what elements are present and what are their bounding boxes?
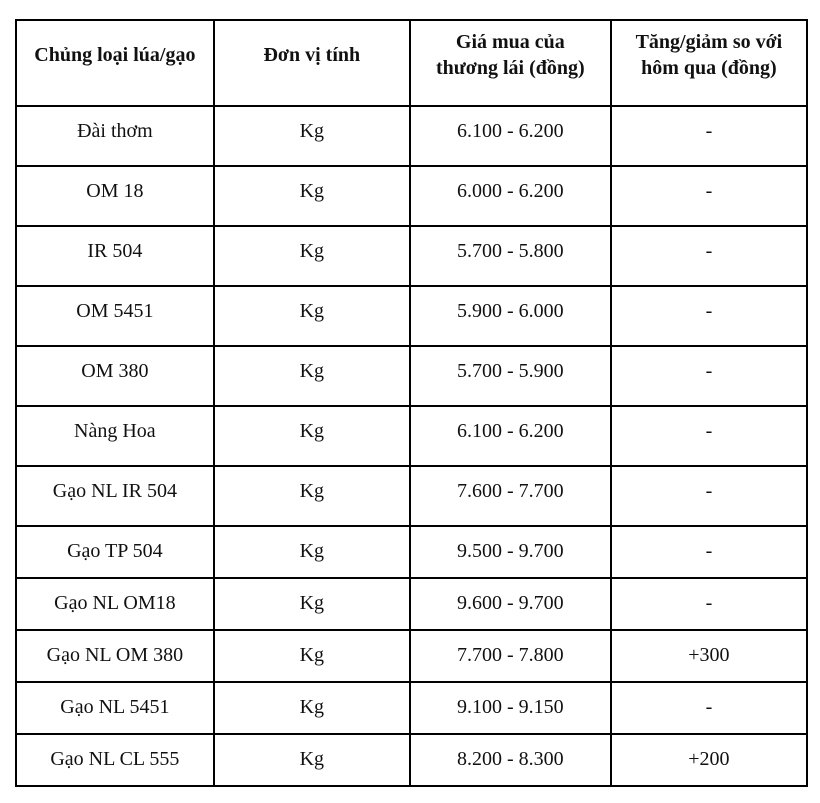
table-row: OM 5451 Kg 5.900 - 6.000 - [15, 285, 809, 347]
table-row: Nàng Hoa Kg 6.100 - 6.200 - [15, 405, 809, 467]
header-row: Chủng loại lúa/gạo Đơn vị tính Giá mua c… [15, 19, 809, 107]
cell-unit: Kg [212, 285, 411, 347]
table-row: OM 380 Kg 5.700 - 5.900 - [15, 345, 809, 407]
header-line: Chủng loại lúa/gạo [34, 44, 196, 66]
cell-type: Gạo NL IR 504 [15, 465, 215, 527]
header-line: Giá mua của [455, 31, 565, 53]
cell-price: 9.500 - 9.700 [408, 525, 612, 579]
table-row: Gạo NL CL 555 Kg 8.200 - 8.300 +200 [15, 733, 809, 787]
cell-type: Gạo NL OM18 [15, 577, 215, 631]
cell-unit: Kg [212, 465, 411, 527]
cell-type: Nàng Hoa [15, 405, 215, 467]
cell-type: Đài thơm [15, 105, 215, 167]
cell-type: OM 5451 [15, 285, 215, 347]
table-row: Gạo TP 504 Kg 9.500 - 9.700 - [15, 525, 809, 579]
header-line: Tăng/giảm so với [635, 31, 783, 53]
cell-unit: Kg [212, 681, 411, 735]
cell-unit: Kg [212, 225, 411, 287]
header-line: Đơn vị tính [263, 44, 361, 66]
cell-price: 9.100 - 9.150 [408, 681, 612, 735]
cell-type: IR 504 [15, 225, 215, 287]
table-row: Gạo NL OM18 Kg 9.600 - 9.700 - [15, 577, 809, 631]
cell-unit: Kg [212, 165, 411, 227]
cell-price: 7.600 - 7.700 [408, 465, 612, 527]
cell-price: 5.700 - 5.900 [408, 345, 612, 407]
cell-price: 7.700 - 7.800 [408, 629, 612, 683]
cell-change: - [609, 525, 809, 579]
cell-unit: Kg [212, 405, 411, 467]
col-header-type: Chủng loại lúa/gạo [15, 19, 215, 107]
cell-price: 6.100 - 6.200 [408, 405, 612, 467]
cell-change: - [609, 345, 809, 407]
cell-change: +300 [609, 629, 809, 683]
table-row: IR 504 Kg 5.700 - 5.800 - [15, 225, 809, 287]
cell-change: - [609, 225, 809, 287]
cell-type: Gạo NL 5451 [15, 681, 215, 735]
cell-price: 5.700 - 5.800 [408, 225, 612, 287]
table-row: Gạo NL IR 504 Kg 7.600 - 7.700 - [15, 465, 809, 527]
cell-price: 5.900 - 6.000 [408, 285, 612, 347]
cell-type: Gạo TP 504 [15, 525, 215, 579]
col-header-change: Tăng/giảm so với hôm qua (đồng) [609, 19, 809, 107]
cell-unit: Kg [212, 577, 411, 631]
table-row: OM 18 Kg 6.000 - 6.200 - [15, 165, 809, 227]
cell-change: +200 [609, 733, 809, 787]
cell-price: 8.200 - 8.300 [408, 733, 612, 787]
cell-change: - [609, 285, 809, 347]
cell-change: - [609, 577, 809, 631]
cell-type: Gạo NL CL 555 [15, 733, 215, 787]
cell-price: 9.600 - 9.700 [408, 577, 612, 631]
table-row: Gạo NL OM 380 Kg 7.700 - 7.800 +300 [15, 629, 809, 683]
cell-change: - [609, 105, 809, 167]
cell-change: - [609, 165, 809, 227]
cell-type: OM 380 [15, 345, 215, 407]
cell-change: - [609, 405, 809, 467]
rice-price-table: Chủng loại lúa/gạo Đơn vị tính Giá mua c… [15, 19, 809, 787]
cell-unit: Kg [212, 629, 411, 683]
col-header-price: Giá mua của thương lái (đồng) [408, 19, 612, 107]
header-line: thương lái (đồng) [436, 57, 585, 79]
col-header-unit: Đơn vị tính [212, 19, 411, 107]
cell-change: - [609, 465, 809, 527]
table-row: Gạo NL 5451 Kg 9.100 - 9.150 - [15, 681, 809, 735]
cell-unit: Kg [212, 345, 411, 407]
cell-price: 6.100 - 6.200 [408, 105, 612, 167]
header-line: hôm qua (đồng) [641, 57, 777, 79]
cell-unit: Kg [212, 525, 411, 579]
cell-change: - [609, 681, 809, 735]
table-row: Đài thơm Kg 6.100 - 6.200 - [15, 105, 809, 167]
cell-type: OM 18 [15, 165, 215, 227]
cell-type: Gạo NL OM 380 [15, 629, 215, 683]
cell-price: 6.000 - 6.200 [408, 165, 612, 227]
cell-unit: Kg [212, 105, 411, 167]
cell-unit: Kg [212, 733, 411, 787]
